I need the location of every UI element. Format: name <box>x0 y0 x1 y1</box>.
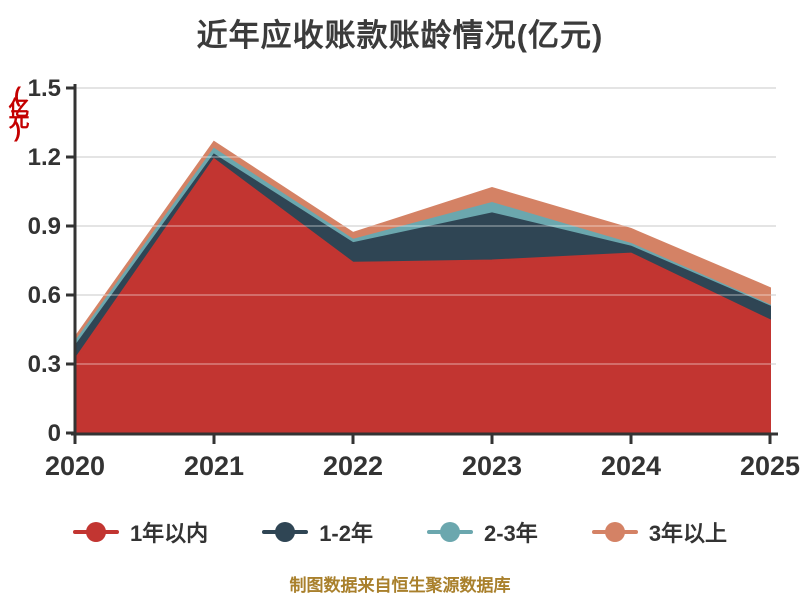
legend-item-3年以上[interactable]: 3年以上 <box>591 516 728 548</box>
legend-marker-icon <box>262 522 309 542</box>
axis-ticks <box>66 86 772 444</box>
legend-marker-icon <box>591 522 638 542</box>
legend-marker-icon <box>427 522 473 542</box>
x-axis-labels: 2020 2021 2022 2023 2024 2025 <box>45 451 800 481</box>
source-note: 制图数据来自恒生聚源数据库 <box>289 576 511 595</box>
legend-label: 3年以上 <box>648 521 728 546</box>
legend-item-2-3年[interactable]: 2-3年 <box>427 516 538 548</box>
legend-item-1-2年[interactable]: 1-2年 <box>262 516 373 548</box>
x-tick-label: 2022 <box>323 451 383 481</box>
x-tick-label: 2025 <box>740 451 800 481</box>
x-tick-label: 2021 <box>184 451 244 481</box>
area-series[interactable] <box>74 140 771 434</box>
x-tick-label: 2024 <box>601 451 661 481</box>
legend-label: 1-2年 <box>319 521 373 546</box>
y-tick-label: 0 <box>48 420 61 447</box>
y-tick-label: 1.2 <box>28 144 61 171</box>
y-tick-label: 1.5 <box>28 75 61 102</box>
legend-label: 1年以内 <box>129 521 209 546</box>
y-tick-label: 0.6 <box>28 282 61 309</box>
x-tick-label: 2020 <box>45 451 105 481</box>
gridlines-overlay <box>75 87 776 365</box>
x-tick-label: 2023 <box>462 451 522 481</box>
y-tick-label: 0.9 <box>28 213 61 240</box>
legend-marker-icon <box>72 522 119 542</box>
y-axis-name: (亿元) <box>6 84 29 132</box>
legend: 1年以内 1-2年 2-3年 3年以上 <box>0 516 800 548</box>
chart-title: 近年应收账款账龄情况(亿元) <box>196 18 604 53</box>
legend-label: 2-3年 <box>484 521 538 546</box>
y-axis-labels: 0 0.3 0.6 0.9 1.2 1.5 <box>28 75 61 447</box>
y-tick-label: 0.3 <box>28 351 61 378</box>
axes <box>71 84 778 436</box>
legend-item-1年以内[interactable]: 1年以内 <box>72 516 209 548</box>
